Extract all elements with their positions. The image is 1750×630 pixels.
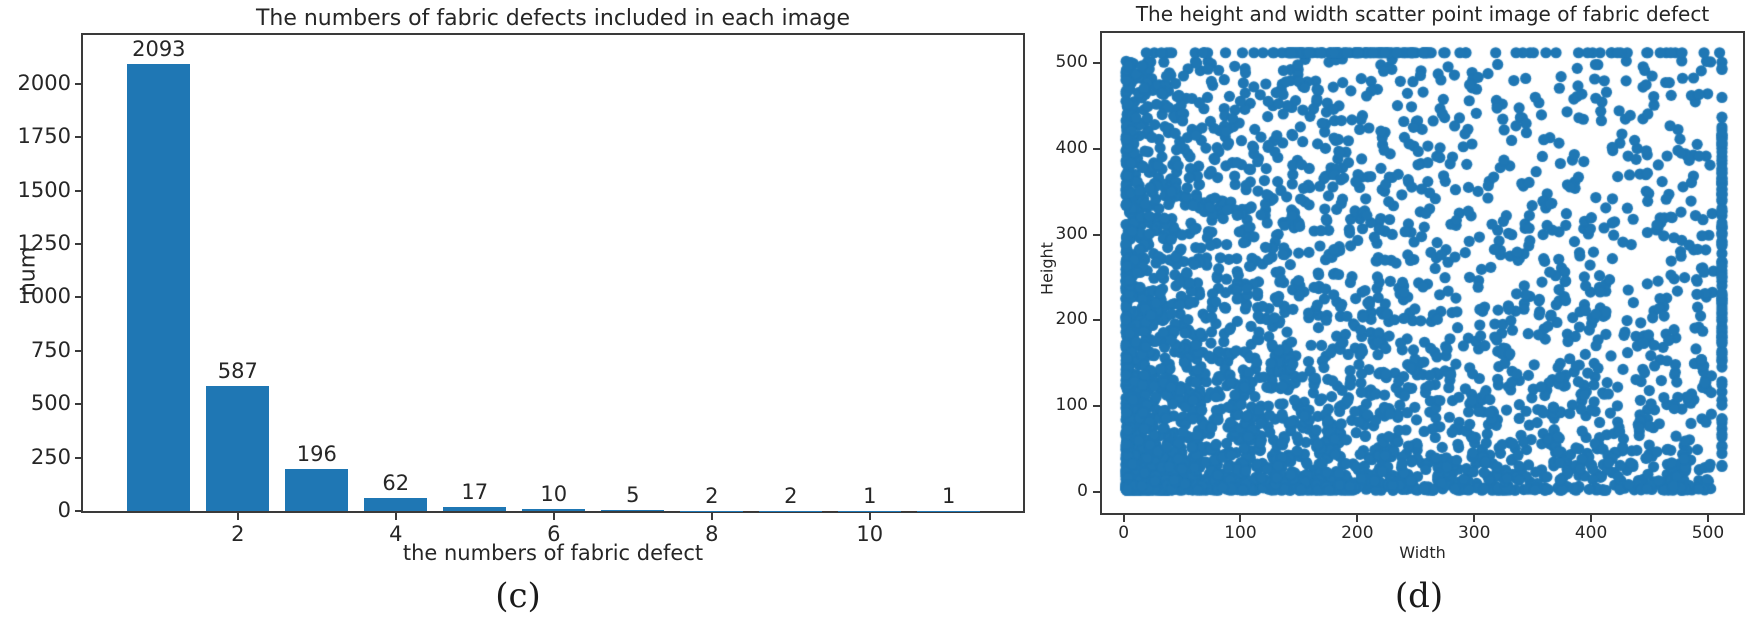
y-tick-mark [75, 296, 82, 299]
scatter-plot-area [1100, 31, 1745, 515]
bar-value-label: 2093 [132, 37, 186, 62]
x-tick-mark [1239, 515, 1242, 522]
y-tick-label: 300 [1055, 223, 1088, 244]
y-tick-label: 1500 [17, 177, 71, 202]
y-tick-label: 500 [30, 391, 71, 416]
y-tick-label: 200 [1055, 309, 1088, 330]
x-tick-label: 2 [231, 522, 245, 546]
subfigure-caption-c: (c) [495, 576, 541, 616]
y-tick-mark [1093, 147, 1100, 150]
x-tick-mark [394, 513, 397, 520]
x-tick-label: 100 [1224, 523, 1257, 543]
scatter-y-axis-label: Height [1037, 242, 1057, 295]
x-tick-mark [1122, 515, 1125, 522]
x-tick-label: 500 [1691, 523, 1725, 543]
bar [601, 509, 665, 511]
y-tick-mark [75, 189, 82, 192]
bar-chart-y-axis-label: num [15, 246, 41, 297]
y-tick-label: 750 [30, 337, 71, 362]
x-tick-mark [236, 513, 239, 520]
bar-value-label: 2 [705, 483, 719, 508]
y-tick-label: 100 [1055, 395, 1088, 416]
y-tick-mark [75, 510, 82, 512]
x-tick-mark [1706, 515, 1709, 522]
y-tick-mark [1093, 490, 1100, 493]
y-tick-label: 250 [30, 444, 71, 469]
subfigure-caption-d: (d) [1394, 576, 1444, 616]
y-tick-mark [75, 136, 82, 139]
y-tick-mark [1093, 62, 1100, 65]
x-tick-label: 200 [1341, 523, 1374, 543]
bar-chart-plot-area: 2093 587 196 62 17 10 5 2 2 1 1 [81, 33, 1025, 513]
bar [364, 497, 428, 511]
y-tick-label: 2000 [17, 70, 71, 95]
bar [443, 507, 507, 511]
x-tick-mark [1356, 515, 1359, 522]
y-tick-mark [75, 403, 82, 406]
y-tick-mark [1093, 233, 1100, 236]
x-tick-label: 4 [389, 522, 403, 546]
bar-value-label: 1 [863, 483, 877, 508]
bar [522, 508, 586, 511]
bar-value-label: 10 [540, 481, 568, 506]
y-tick-label: 0 [57, 498, 71, 522]
bar [206, 385, 270, 511]
y-tick-label: 1250 [17, 231, 71, 256]
bar-value-label: 17 [461, 480, 489, 505]
bar-value-label: 5 [626, 482, 640, 507]
y-tick-mark [75, 82, 82, 85]
bar-value-label: 587 [217, 358, 258, 383]
bar [127, 64, 191, 511]
bar-value-label: 2 [784, 483, 798, 508]
x-tick-label: 0 [1118, 523, 1130, 543]
x-tick-mark [710, 513, 713, 520]
bar-value-label: 1 [942, 483, 956, 508]
y-tick-mark [75, 243, 82, 246]
y-tick-label: 1000 [17, 284, 71, 309]
y-tick-label: 0 [1077, 480, 1088, 501]
x-tick-mark [1590, 515, 1593, 522]
x-tick-mark [1473, 515, 1476, 522]
bar-chart-x-axis-label: the numbers of fabric defect [402, 541, 704, 565]
y-tick-label: 400 [1055, 137, 1088, 158]
bar-chart-title: The numbers of fabric defects included i… [255, 6, 851, 31]
scatter-chart-title: The height and width scatter point image… [1135, 2, 1710, 26]
y-tick-mark [1093, 405, 1100, 408]
y-tick-label: 500 [1055, 52, 1088, 73]
bar-value-label: 62 [382, 470, 410, 495]
x-tick-mark [868, 513, 871, 520]
y-tick-label: 1750 [17, 124, 71, 149]
bar [285, 469, 349, 511]
y-tick-mark [75, 456, 82, 459]
y-tick-mark [1093, 319, 1100, 322]
bar-chart-canvas: 2093 587 196 62 17 10 5 2 2 1 1 [83, 35, 1023, 511]
scatter-x-axis-label: Width [1399, 543, 1446, 562]
x-tick-label: 6 [547, 522, 561, 546]
y-tick-mark [75, 349, 82, 352]
x-tick-label: 400 [1574, 523, 1608, 543]
x-tick-label: 8 [705, 522, 719, 546]
x-tick-label: 10 [856, 522, 884, 546]
scatter-points-canvas [1102, 33, 1743, 513]
x-tick-label: 300 [1457, 523, 1491, 543]
bar-value-label: 196 [296, 442, 337, 467]
x-tick-mark [552, 513, 555, 520]
